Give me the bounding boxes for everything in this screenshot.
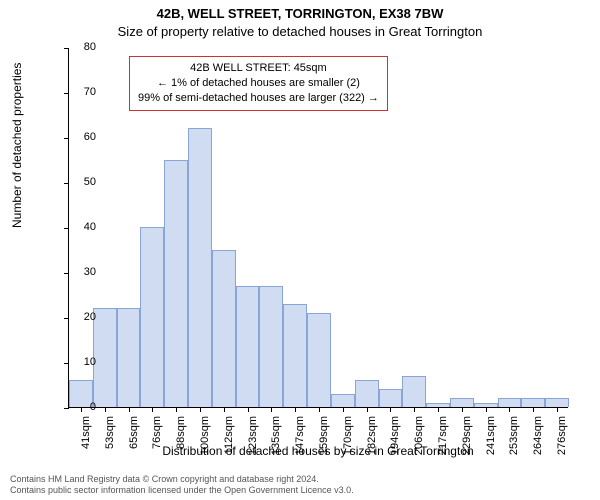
x-tick-label: 206sqm (413, 416, 425, 456)
histogram-bar (379, 389, 403, 407)
x-tick-mark (319, 407, 320, 412)
histogram-bar (450, 398, 474, 407)
plot-area: 42B WELL STREET: 45sqm ← 1% of detached … (68, 48, 568, 408)
annotation-line-3: 99% of semi-detached houses are larger (… (138, 91, 379, 106)
x-tick-mark (224, 407, 225, 412)
x-tick-mark (200, 407, 201, 412)
x-tick-label: 147sqm (294, 416, 306, 456)
y-tick-label: 50 (56, 176, 96, 188)
x-tick-label: 229sqm (461, 416, 473, 456)
x-tick-label: 112sqm (223, 416, 235, 456)
y-tick-label: 80 (56, 41, 96, 53)
histogram-bar (188, 128, 212, 407)
histogram-bar (545, 398, 569, 407)
chart-title-sub: Size of property relative to detached ho… (0, 24, 600, 39)
y-tick-label: 70 (56, 86, 96, 98)
x-tick-label: 123sqm (247, 416, 259, 456)
y-tick-label: 0 (56, 401, 96, 413)
histogram-bar (498, 398, 522, 407)
y-tick-label: 10 (56, 356, 96, 368)
x-tick-mark (533, 407, 534, 412)
x-tick-label: 276sqm (556, 416, 568, 456)
x-tick-mark (390, 407, 391, 412)
annotation-box: 42B WELL STREET: 45sqm ← 1% of detached … (129, 56, 388, 111)
footer-line-1: Contains HM Land Registry data © Crown c… (10, 474, 590, 485)
x-tick-mark (343, 407, 344, 412)
x-tick-label: 194sqm (389, 416, 401, 456)
y-tick-label: 60 (56, 131, 96, 143)
x-tick-mark (105, 407, 106, 412)
histogram-bar (521, 398, 545, 407)
x-tick-label: 65sqm (128, 416, 140, 456)
x-tick-label: 53sqm (104, 416, 116, 456)
histogram-bar (117, 308, 141, 407)
x-tick-mark (152, 407, 153, 412)
x-tick-mark (271, 407, 272, 412)
x-tick-mark (295, 407, 296, 412)
x-tick-mark (414, 407, 415, 412)
x-tick-label: 217sqm (437, 416, 449, 456)
x-tick-label: 253sqm (508, 416, 520, 456)
footer-attribution: Contains HM Land Registry data © Crown c… (10, 474, 590, 496)
annotation-line-1: 42B WELL STREET: 45sqm (138, 61, 379, 76)
histogram-bar (283, 304, 307, 408)
x-tick-mark (248, 407, 249, 412)
x-tick-label: 182sqm (366, 416, 378, 456)
x-tick-label: 170sqm (342, 416, 354, 456)
y-tick-label: 40 (56, 221, 96, 233)
x-tick-mark (462, 407, 463, 412)
x-tick-mark (367, 407, 368, 412)
histogram-bar (164, 160, 188, 408)
x-tick-mark (509, 407, 510, 412)
x-tick-mark (557, 407, 558, 412)
histogram-bar (402, 376, 426, 408)
y-axis-label: Number of detached properties (10, 63, 24, 228)
x-tick-label: 159sqm (318, 416, 330, 456)
histogram-bar (140, 227, 164, 407)
x-tick-label: 41sqm (80, 416, 92, 456)
histogram-bar (259, 286, 283, 408)
x-tick-label: 88sqm (175, 416, 187, 456)
histogram-bar (331, 394, 355, 408)
histogram-bar (212, 250, 236, 408)
y-tick-label: 30 (56, 266, 96, 278)
histogram-bar (236, 286, 260, 408)
x-tick-label: 241sqm (485, 416, 497, 456)
x-tick-mark (486, 407, 487, 412)
x-tick-label: 76sqm (151, 416, 163, 456)
chart-title-main: 42B, WELL STREET, TORRINGTON, EX38 7BW (0, 6, 600, 21)
histogram-bar (307, 313, 331, 408)
x-tick-label: 264sqm (532, 416, 544, 456)
histogram-bar (355, 380, 379, 407)
histogram-bar (93, 308, 117, 407)
x-tick-mark (129, 407, 130, 412)
x-tick-label: 135sqm (270, 416, 282, 456)
y-tick-label: 20 (56, 311, 96, 323)
footer-line-2: Contains public sector information licen… (10, 485, 590, 496)
chart-container: 42B, WELL STREET, TORRINGTON, EX38 7BW S… (0, 0, 600, 500)
annotation-line-2: ← 1% of detached houses are smaller (2) (138, 76, 379, 91)
x-tick-mark (176, 407, 177, 412)
x-tick-mark (438, 407, 439, 412)
x-tick-label: 100sqm (199, 416, 211, 456)
